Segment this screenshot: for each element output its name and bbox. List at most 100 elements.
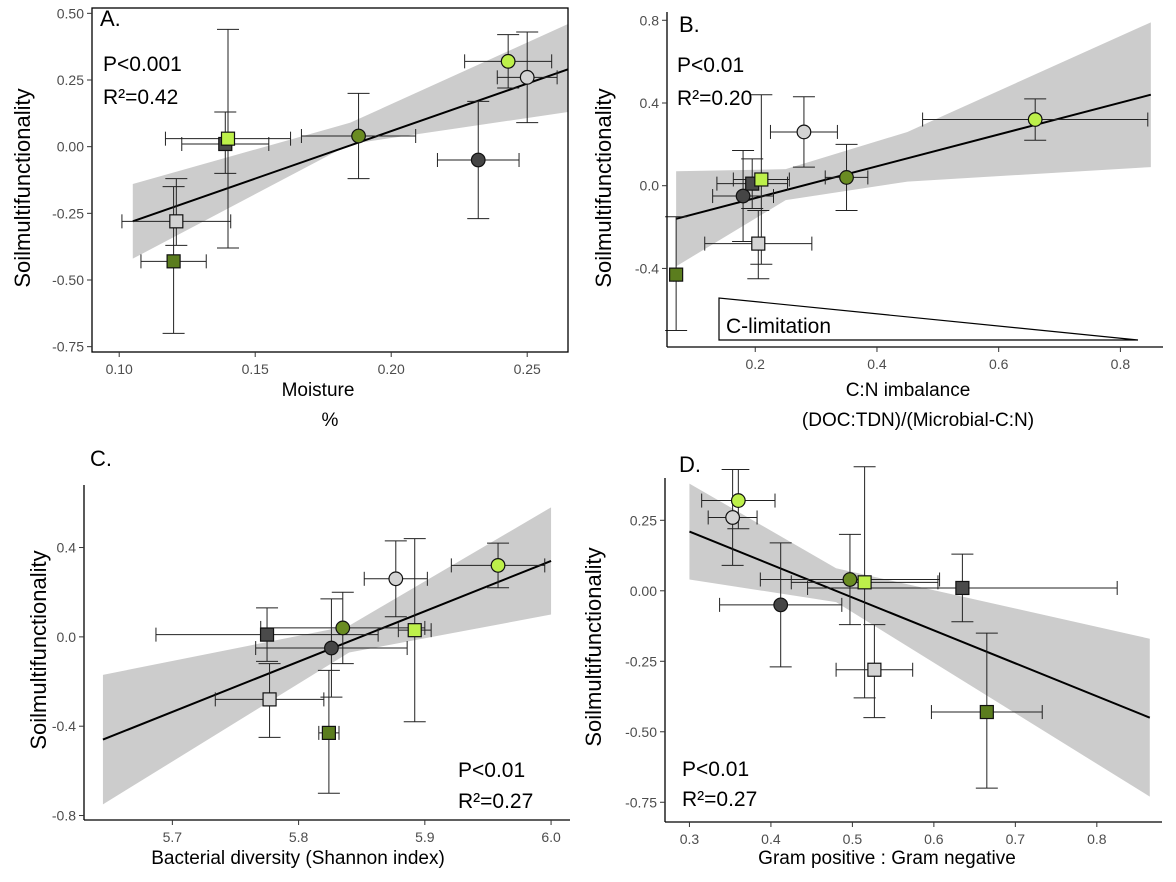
panel-c-x-tick-label-2: 5.9	[415, 829, 435, 845]
panel-b-point-5	[839, 170, 854, 185]
panel-d-y-title: Soilmultifunctionality	[581, 547, 606, 746]
panel-c-point-0	[321, 725, 336, 741]
panel-c-y-tick-label-3: 0.4	[57, 540, 77, 556]
panel-b-y-title: Soilmultifunctionality	[591, 88, 616, 287]
panel-a-point-6	[500, 53, 516, 69]
panel-c-point-2	[259, 627, 275, 642]
panel-c: 5.7 5.8 5.9 6.0 -0.8 -0.4 0.0 0.4 C. P<0.01 R²=…	[26, 446, 570, 869]
panel-a-x-tick-label-1: 0.15	[242, 361, 269, 377]
panel-d-x-tick-label-0: 0.3	[680, 831, 700, 847]
panel-d-y-tick-label-2: -0.25	[625, 653, 657, 669]
panel-b-x-title: C:N imbalance	[846, 380, 971, 401]
panel-b-x-tick-label-1: 0.4	[867, 356, 887, 372]
panel-a-y-tick-label-3: 0.00	[57, 139, 84, 155]
panel-a-errorbar-1	[121, 178, 232, 246]
panel-c-point-6	[388, 571, 404, 587]
panel-c-point-5	[335, 620, 351, 636]
panel-b-y-tick-label-0: -0.4	[635, 260, 659, 276]
panel-c-x-tick-label-1: 5.8	[289, 829, 309, 845]
panel-c-x-tick-label-3: 6.0	[541, 829, 561, 845]
panel-b-x-tick-label-2: 0.6	[989, 356, 1009, 372]
panel-b-letter: B.	[679, 12, 700, 37]
panel-b-point-7	[1027, 112, 1043, 127]
panel-a-point-0	[166, 254, 181, 269]
panel-a-y-title: Soilmultifunctionality	[10, 88, 35, 287]
panel-d-x-tick-label-5: 0.8	[1087, 831, 1107, 847]
panel-d-x-tick-label-3: 0.6	[924, 831, 944, 847]
panel-a-x-title: Moisture	[282, 380, 355, 401]
panel-a-point-3	[220, 131, 236, 146]
panel-c-point-3	[407, 623, 422, 638]
panel-d-x-tick-label-4: 0.7	[1006, 831, 1026, 847]
panel-d-x-title: Gram positive : Gram negative	[758, 848, 1016, 869]
panel-a: 0.10 0.15 0.20 0.25 -0.75 -0.50 -0.25 0.00 0.25 0…	[10, 5, 569, 431]
panel-c-y-tick-label-2: 0.0	[57, 629, 77, 645]
panel-b-p-value: P<0.01	[677, 54, 744, 77]
panel-a-y-tick-label-4: 0.25	[57, 72, 84, 88]
panel-a-point-5	[470, 152, 486, 168]
panel-b-confidence-band	[676, 22, 1151, 267]
panel-a-point-4	[351, 128, 366, 144]
panel-b-c-limitation-label: C-limitation	[726, 315, 831, 338]
panel-a-y-tick-label-5: 0.50	[57, 5, 84, 21]
panel-a-p-value: P<0.001	[103, 53, 182, 76]
panel-b-x-subtitle: (DOC:TDN)/(Microbial-C:N)	[802, 410, 1034, 431]
panel-c-y-tick-label-0: -0.8	[52, 808, 76, 824]
panel-b-point-4	[735, 188, 751, 204]
panel-c-confidence-band	[102, 507, 552, 805]
panel-a-r-squared: R²=0.42	[103, 86, 178, 109]
panel-b-point-6	[796, 124, 812, 140]
panel-b: C-limitation 0.2 0.4 0.6 0.8 -0.4 0.0 0.4 0.8 B…	[591, 12, 1163, 431]
panel-a-y-tick-label-2: -0.25	[52, 205, 84, 221]
panel-c-y-title: Soilmultifunctionality	[26, 550, 51, 749]
panel-c-x-tick-label-0: 5.7	[163, 829, 183, 845]
panel-d-letter: D.	[679, 452, 701, 477]
panel-d-y-tick-label-0: -0.75	[625, 794, 657, 810]
panel-d-point-7	[730, 493, 746, 508]
panel-d-confidence-band	[689, 483, 1150, 797]
panel-b-y-tick-label-2: 0.4	[640, 95, 660, 111]
panel-d-p-value: P<0.01	[682, 758, 749, 781]
panel-d-y-tick-label-3: 0.00	[630, 583, 657, 599]
panel-d: 0.3 0.4 0.5 0.6 0.7 0.8 -0.75 -0.50 -0.25 0.00 0.2…	[581, 452, 1162, 869]
panel-b-y-tick-label-1: 0.0	[640, 178, 660, 194]
panel-a-frame	[91, 7, 569, 353]
panel-c-point-1	[262, 692, 277, 707]
panel-c-p-value: P<0.01	[458, 759, 525, 782]
panel-c-point-4	[324, 640, 339, 656]
panel-a-regression-line	[132, 68, 569, 223]
panel-b-x-tick-label-3: 0.8	[1111, 356, 1131, 372]
panel-d-x-tick-label-1: 0.4	[761, 831, 781, 847]
panel-b-regression-line	[675, 93, 1152, 220]
panel-a-x-tick-label-0: 0.10	[106, 361, 133, 377]
panel-c-y-tick-label-1: -0.4	[52, 718, 76, 734]
panel-b-x-tick-label-0: 0.2	[746, 356, 766, 372]
panel-a-letter: A.	[100, 6, 121, 31]
panel-c-point-7	[490, 558, 506, 573]
panel-d-point-5	[842, 572, 858, 587]
panel-d-point-6	[725, 510, 741, 525]
panel-c-r-squared: R²=0.27	[458, 790, 533, 813]
panel-d-r-squared: R²=0.27	[682, 788, 757, 811]
panel-a-x-unit: %	[322, 410, 339, 431]
panel-d-point-0	[979, 704, 994, 720]
panel-c-letter: C.	[90, 446, 112, 471]
panel-d-y-tick-label-1: -0.50	[625, 724, 657, 740]
panel-d-regression-line	[689, 530, 1151, 719]
panel-d-point-1	[867, 662, 882, 677]
panel-d-y-tick-label-4: 0.25	[630, 512, 657, 528]
panel-a-point-1	[169, 214, 184, 229]
panel-b-r-squared: R²=0.20	[677, 87, 752, 110]
panel-b-y-tick-label-3: 0.8	[640, 12, 660, 28]
panel-b-point-0	[669, 267, 684, 282]
panel-d-point-3	[857, 575, 872, 590]
panel-d-x-tick-label-2: 0.5	[843, 831, 863, 847]
panel-b-c-limitation-wedge	[718, 297, 1139, 341]
panel-b-point-1	[751, 236, 766, 251]
panel-a-x-tick-label-3: 0.25	[514, 361, 541, 377]
panel-d-point-2	[955, 580, 970, 596]
panel-a-confidence-band	[132, 24, 569, 259]
panel-a-y-tick-label-0: -0.75	[52, 339, 84, 355]
panel-d-point-4	[773, 597, 789, 613]
